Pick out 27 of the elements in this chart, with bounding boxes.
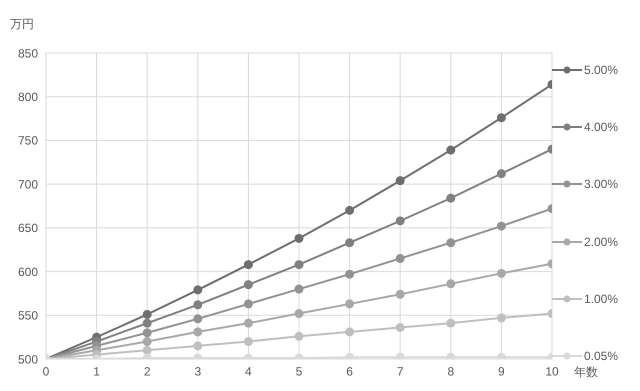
legend-label: 2.00% — [584, 234, 618, 249]
legend-label: 5.00% — [584, 63, 618, 77]
legend-label: 4.00% — [584, 120, 618, 134]
y-tick-label: 500 — [18, 352, 38, 366]
y-tick-label: 650 — [18, 221, 38, 236]
x-tick-label: 9 — [498, 364, 506, 379]
x-tick-label: 8 — [447, 364, 454, 379]
x-axis-title: 年数 — [574, 364, 598, 381]
y-tick-label: 800 — [18, 90, 38, 104]
x-tick-label: 0 — [42, 364, 50, 379]
x-tick-label: 5 — [296, 364, 303, 379]
x-tick-label: 10 — [545, 364, 559, 379]
y-tick-label: 750 — [18, 134, 38, 148]
x-tick-label: 4 — [245, 364, 252, 379]
y-tick-label: 550 — [18, 308, 38, 323]
y-tick-label: 600 — [18, 264, 38, 279]
legend-label: 3.00% — [584, 177, 618, 192]
x-tick-label: 6 — [346, 364, 354, 379]
x-tick-label: 7 — [396, 364, 404, 379]
x-tick-label: 2 — [144, 364, 151, 379]
y-tick-label: 850 — [18, 46, 38, 60]
y-tick-label: 700 — [18, 177, 38, 192]
legend-label: 1.00% — [584, 292, 618, 306]
legend-label: 0.05% — [584, 348, 618, 363]
y-axis-title: 万円 — [10, 16, 34, 33]
x-tick-label: 3 — [194, 364, 202, 379]
x-tick-label: 1 — [93, 364, 100, 379]
